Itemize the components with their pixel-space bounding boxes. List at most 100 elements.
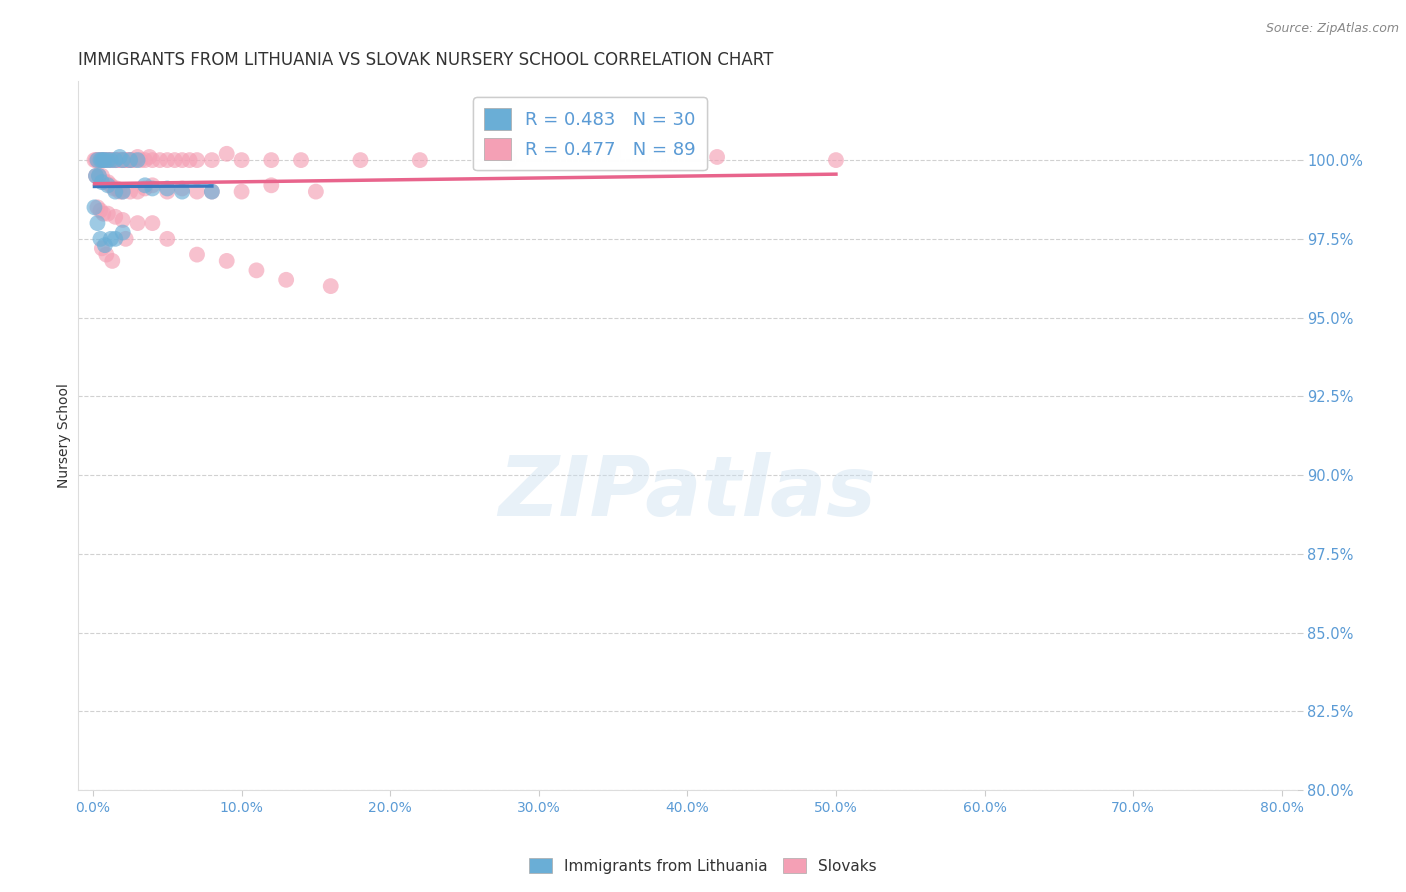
Point (89, 153, 111, 167)
Point (186, 247, 208, 261)
Point (231, 153, 253, 167)
Point (409, 153, 432, 167)
Point (96, 153, 118, 167)
Point (115, 153, 138, 167)
Point (107, 153, 129, 167)
Point (117, 153, 139, 167)
Point (498, 153, 520, 167)
Point (86, 153, 108, 167)
Point (124, 153, 146, 167)
Point (110, 153, 132, 167)
Point (602, 146, 624, 161)
Point (104, 185, 127, 199)
Point (349, 153, 371, 167)
Point (103, 181, 125, 195)
Point (276, 273, 298, 287)
Point (90, 169, 112, 183)
Point (104, 153, 127, 167)
Point (825, 153, 848, 167)
Point (141, 181, 163, 195)
Point (163, 153, 186, 167)
Point (90, 175, 112, 189)
Point (127, 185, 149, 199)
Point (127, 216, 149, 230)
Point (112, 153, 135, 167)
Point (120, 153, 142, 167)
Point (87, 169, 110, 183)
Point (305, 185, 328, 199)
Point (260, 153, 283, 167)
Text: ZIPatlas: ZIPatlas (498, 452, 876, 533)
Text: IMMIGRANTS FROM LITHUANIA VS SLOVAK NURSERY SCHOOL CORRELATION CHART: IMMIGRANTS FROM LITHUANIA VS SLOVAK NURS… (79, 51, 773, 69)
Point (134, 153, 156, 167)
Point (96, 247, 118, 261)
Point (319, 279, 342, 293)
Point (90, 241, 112, 255)
Point (111, 185, 134, 199)
Point (84, 169, 107, 183)
Point (100, 153, 122, 167)
Point (100, 153, 122, 167)
Point (156, 185, 179, 199)
Point (141, 153, 163, 167)
Point (245, 263, 267, 277)
Point (114, 232, 136, 246)
Point (108, 185, 131, 199)
Legend: R = 0.483   N = 30, R = 0.477   N = 89: R = 0.483 N = 30, R = 0.477 N = 89 (472, 97, 707, 170)
Point (134, 181, 156, 195)
Text: Source: ZipAtlas.com: Source: ZipAtlas.com (1265, 22, 1399, 36)
Point (201, 153, 224, 167)
Point (86, 216, 108, 230)
Point (186, 153, 208, 167)
Point (90, 153, 112, 167)
Point (87, 169, 110, 183)
Point (84, 169, 107, 183)
Point (201, 185, 224, 199)
Point (111, 213, 134, 227)
Point (100, 232, 122, 246)
Point (179, 153, 201, 167)
Point (156, 232, 179, 246)
Point (156, 181, 179, 195)
Point (172, 153, 194, 167)
Point (84, 153, 107, 167)
Y-axis label: Nursery School: Nursery School (58, 384, 72, 488)
Point (90, 153, 112, 167)
Point (186, 185, 208, 199)
Point (83, 153, 105, 167)
Point (100, 178, 122, 193)
Point (89, 203, 111, 218)
Point (201, 185, 224, 199)
Point (215, 146, 238, 161)
Point (93, 153, 115, 167)
Point (104, 232, 127, 246)
Point (706, 150, 728, 164)
Point (231, 185, 253, 199)
Point (104, 210, 127, 224)
Point (108, 150, 131, 164)
Point (138, 150, 160, 164)
Point (127, 150, 149, 164)
Point (101, 153, 124, 167)
Point (111, 185, 134, 199)
Point (89, 153, 111, 167)
Legend: Immigrants from Lithuania, Slovaks: Immigrants from Lithuania, Slovaks (523, 852, 883, 880)
Point (97, 153, 120, 167)
Point (86, 153, 108, 167)
Point (120, 185, 142, 199)
Point (108, 153, 131, 167)
Point (89, 232, 111, 246)
Point (94, 238, 117, 252)
Point (290, 153, 312, 167)
Point (105, 153, 128, 167)
Point (141, 178, 163, 193)
Point (101, 253, 124, 268)
Point (141, 216, 163, 230)
Point (83, 200, 105, 214)
Point (94, 175, 117, 189)
Point (260, 178, 283, 193)
Point (97, 153, 120, 167)
Point (97, 207, 120, 221)
Point (93, 153, 115, 167)
Point (94, 153, 117, 167)
